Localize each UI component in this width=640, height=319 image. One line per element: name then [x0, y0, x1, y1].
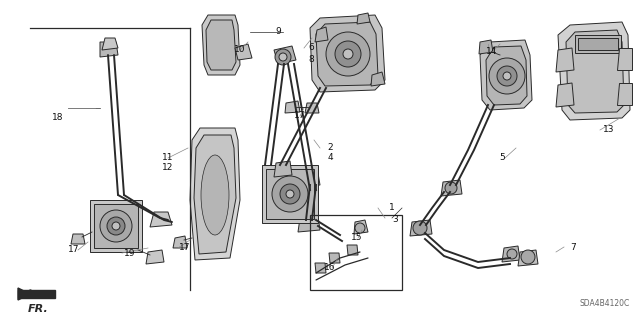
Polygon shape	[556, 48, 574, 72]
Text: 4: 4	[327, 153, 333, 162]
Circle shape	[497, 66, 517, 86]
Polygon shape	[479, 40, 493, 54]
Polygon shape	[410, 220, 432, 236]
Polygon shape	[285, 101, 300, 113]
Circle shape	[413, 221, 427, 235]
Polygon shape	[300, 173, 320, 187]
Text: 19: 19	[124, 249, 136, 257]
Circle shape	[303, 174, 315, 186]
Polygon shape	[298, 216, 320, 232]
Circle shape	[279, 53, 287, 61]
Text: 6: 6	[308, 43, 314, 53]
Circle shape	[326, 32, 370, 76]
Polygon shape	[100, 42, 118, 57]
Circle shape	[272, 176, 308, 212]
Text: 11: 11	[163, 153, 173, 162]
Circle shape	[355, 223, 365, 233]
Text: 17: 17	[68, 246, 80, 255]
Text: 2: 2	[327, 144, 333, 152]
Polygon shape	[274, 161, 292, 177]
Text: 14: 14	[486, 48, 498, 56]
Circle shape	[521, 250, 535, 264]
Polygon shape	[558, 22, 630, 120]
Polygon shape	[316, 22, 378, 86]
Polygon shape	[486, 46, 527, 105]
Text: 5: 5	[499, 153, 505, 162]
Polygon shape	[315, 263, 326, 273]
Polygon shape	[518, 250, 538, 266]
Circle shape	[445, 182, 457, 194]
Polygon shape	[347, 245, 358, 255]
Polygon shape	[206, 20, 236, 70]
Bar	[310, 215, 402, 290]
Polygon shape	[71, 234, 85, 244]
Text: SDA4B4120C: SDA4B4120C	[580, 299, 630, 308]
Circle shape	[343, 49, 353, 59]
Polygon shape	[371, 72, 385, 86]
Polygon shape	[617, 48, 632, 70]
Text: 9: 9	[275, 27, 281, 36]
Text: 3: 3	[392, 216, 398, 225]
Circle shape	[335, 41, 361, 67]
Circle shape	[107, 217, 125, 235]
Polygon shape	[102, 38, 118, 50]
Text: FR.: FR.	[28, 304, 49, 314]
Circle shape	[112, 222, 120, 230]
Bar	[578, 38, 618, 50]
Text: 12: 12	[163, 164, 173, 173]
Text: 1: 1	[389, 204, 395, 212]
Circle shape	[503, 72, 511, 80]
Polygon shape	[173, 236, 187, 248]
Bar	[90, 200, 142, 252]
Polygon shape	[202, 15, 240, 75]
Polygon shape	[150, 212, 172, 227]
Circle shape	[489, 58, 525, 94]
Polygon shape	[194, 135, 236, 254]
Polygon shape	[18, 288, 30, 300]
Circle shape	[100, 210, 132, 242]
Text: 16: 16	[324, 263, 336, 272]
Polygon shape	[329, 253, 340, 263]
Polygon shape	[274, 46, 296, 64]
Bar	[575, 35, 621, 53]
Polygon shape	[315, 27, 328, 42]
Polygon shape	[305, 103, 319, 113]
Text: 7: 7	[570, 242, 576, 251]
Polygon shape	[354, 220, 368, 234]
Circle shape	[275, 49, 291, 65]
Polygon shape	[146, 250, 164, 264]
Text: 10: 10	[234, 46, 246, 55]
Polygon shape	[18, 290, 55, 298]
Text: 18: 18	[52, 114, 64, 122]
Text: 13: 13	[604, 125, 615, 135]
Text: 15: 15	[351, 234, 363, 242]
Circle shape	[286, 190, 294, 198]
Circle shape	[507, 249, 517, 259]
Polygon shape	[357, 13, 370, 24]
Circle shape	[280, 184, 300, 204]
Polygon shape	[502, 246, 520, 262]
Polygon shape	[235, 44, 252, 60]
Polygon shape	[441, 180, 462, 196]
Bar	[266, 169, 314, 219]
Polygon shape	[480, 40, 532, 110]
Polygon shape	[556, 83, 574, 107]
Text: 17: 17	[179, 243, 191, 253]
Text: 17: 17	[294, 112, 306, 121]
Ellipse shape	[201, 155, 229, 235]
Polygon shape	[566, 30, 624, 113]
Bar	[262, 165, 318, 223]
Polygon shape	[190, 128, 240, 260]
Text: 8: 8	[308, 56, 314, 64]
Polygon shape	[310, 15, 385, 92]
Polygon shape	[617, 83, 632, 105]
Bar	[94, 204, 138, 248]
